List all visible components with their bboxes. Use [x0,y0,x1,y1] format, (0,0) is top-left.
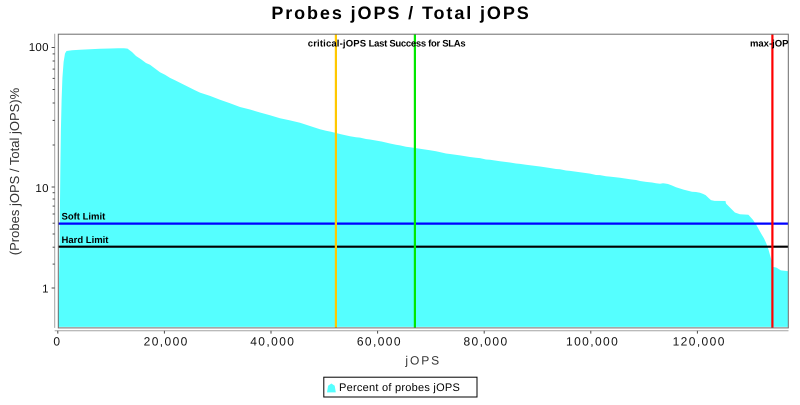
svg-text:1: 1 [42,283,49,295]
svg-text:80,000: 80,000 [463,334,508,348]
svg-text:(Probes jOPS / Total jOPS)%: (Probes jOPS / Total jOPS)% [7,87,22,255]
svg-text:40,000: 40,000 [250,334,295,348]
svg-text:max-jOPS: max-jOPS [750,39,795,50]
svg-text:Last Success for SLAs: Last Success for SLAs [369,39,466,50]
svg-text:critical-jOPS: critical-jOPS [308,39,366,50]
svg-text:60,000: 60,000 [357,334,402,348]
svg-text:100,000: 100,000 [566,334,619,348]
svg-text:jOPS: jOPS [404,354,441,368]
svg-text:Probes jOPS / Total jOPS: Probes jOPS / Total jOPS [271,3,530,23]
svg-text:10: 10 [35,183,48,195]
svg-text:Soft Limit: Soft Limit [62,211,107,222]
svg-text:Hard Limit: Hard Limit [62,235,110,246]
svg-text:Percent of probes jOPS: Percent of probes jOPS [339,382,460,394]
svg-text:0: 0 [53,334,61,348]
svg-text:120,000: 120,000 [673,334,726,348]
svg-text:20,000: 20,000 [144,334,189,348]
svg-text:100: 100 [29,42,49,54]
